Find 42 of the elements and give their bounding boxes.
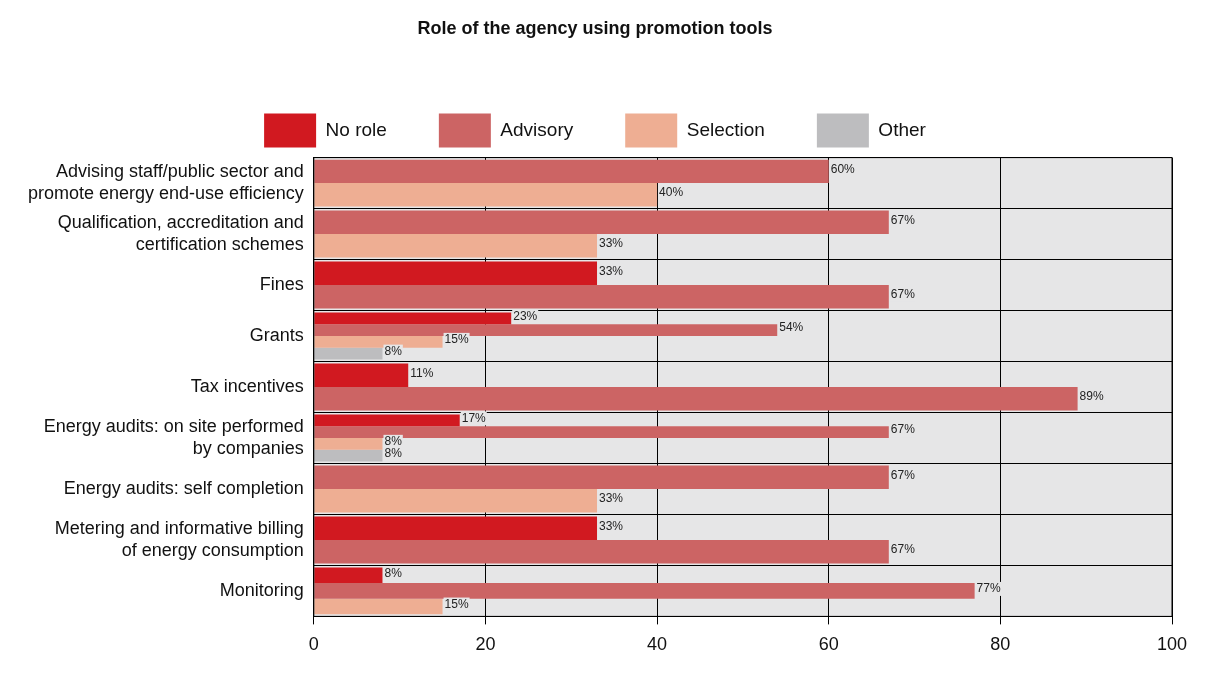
data-label: 33%: [599, 490, 624, 505]
data-label: 8%: [384, 343, 403, 358]
data-label: 33%: [599, 236, 624, 251]
legend-label: Advisory: [500, 118, 574, 140]
data-label: 17%: [461, 410, 487, 425]
data-label: 23%: [513, 308, 538, 323]
data-label: 8%: [384, 565, 403, 580]
data-label: 67%: [890, 541, 916, 556]
x-tick-label: 100: [1156, 634, 1188, 655]
y-tick-label: Metering and informative billing of energy consumption: [54, 518, 304, 560]
x-tick-label: 80: [990, 634, 1011, 655]
data-label: 67%: [890, 287, 916, 302]
legend-label: Other: [878, 118, 927, 140]
chart-title: Role of the agency using promotion tools: [417, 17, 773, 38]
data-label: 33%: [599, 518, 624, 533]
y-tick-label: Grants: [249, 324, 304, 345]
x-tick-label: 40: [647, 634, 668, 655]
data-label: 8%: [384, 434, 403, 449]
x-tick-label: 60: [818, 634, 839, 655]
y-tick-label: Qualification, accreditation and certification schemes: [57, 212, 304, 254]
data-label: 11%: [410, 365, 434, 380]
y-tick-label: Energy audits: self completion: [63, 477, 304, 498]
data-label: 67%: [890, 467, 916, 482]
data-label: 67%: [890, 422, 916, 437]
y-tick-label: Tax incentives: [190, 375, 304, 396]
data-label: 54%: [779, 320, 804, 335]
data-label: 77%: [976, 581, 1001, 596]
data-label: 89%: [1079, 389, 1104, 404]
y-tick-label: Monitoring: [219, 579, 304, 600]
y-tick-label: Advising staff/public sector and promote energy end-use efficiency: [28, 161, 304, 203]
data-label: 33%: [599, 263, 624, 278]
y-tick-label: Fines: [259, 274, 304, 295]
legend-label: Selection: [686, 118, 765, 140]
data-label: 15%: [444, 596, 469, 611]
x-tick-label: 20: [475, 634, 496, 655]
data-label: 67%: [890, 212, 916, 227]
data-label: 60%: [830, 161, 856, 176]
legend-label: No role: [325, 118, 387, 140]
y-tick-label: Energy audits: on site performed by companies: [43, 416, 304, 458]
data-label: 40%: [659, 185, 684, 200]
data-label: 15%: [444, 332, 469, 347]
x-tick-label: 0: [308, 634, 319, 655]
